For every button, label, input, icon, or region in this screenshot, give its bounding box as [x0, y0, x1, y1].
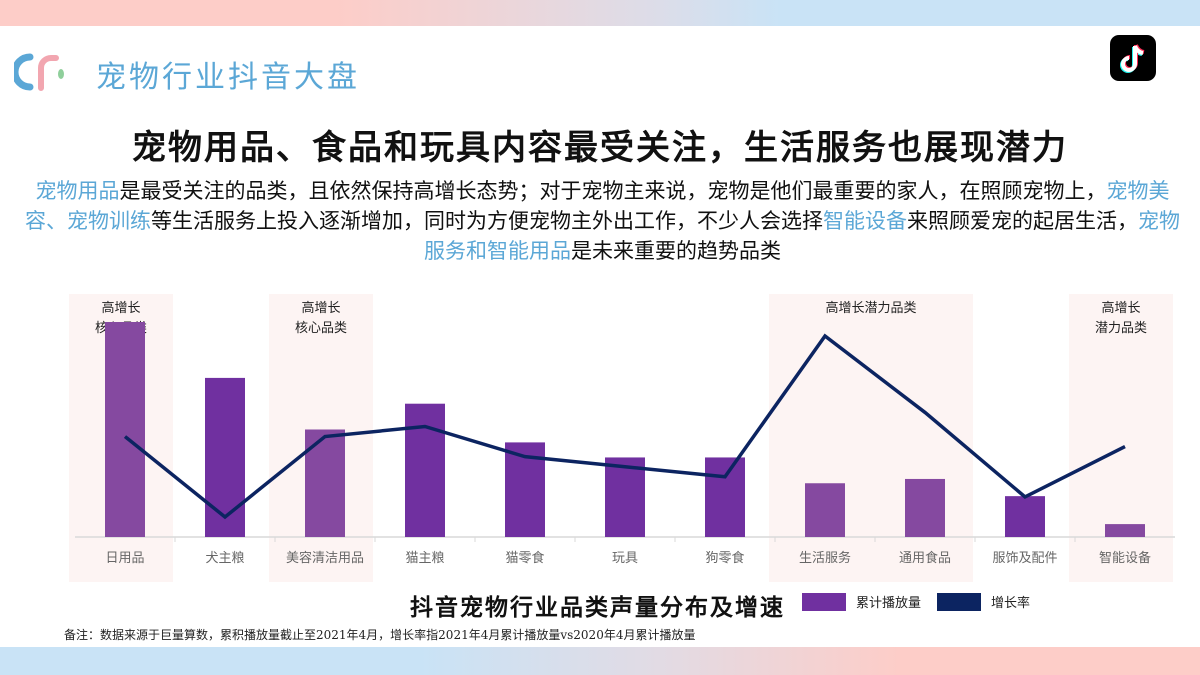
chart-legend: 累计播放量 增长率 [802, 592, 1046, 611]
summary-highlight: 智能设备 [823, 209, 907, 233]
x-tick-label: 服饰及配件 [992, 551, 1057, 566]
x-tick-label: 智能设备 [1099, 550, 1151, 566]
legend-swatch-bar [802, 592, 846, 611]
legend-item-line: 增长率 [937, 592, 1030, 611]
page-header-title: 宠物行业抖音大盘 [96, 60, 360, 95]
band-label: 核心品类 [295, 321, 347, 336]
footnote: 备注：数据来源于巨量算数，累积播放量截止至2021年4月，增长率指2021年4月… [64, 628, 696, 642]
legend-label: 累计播放量 [856, 596, 922, 611]
summary-highlight: 宠物用品 [35, 179, 120, 203]
legend-label: 增长率 [991, 596, 1031, 611]
summary-paragraph: 宠物用品是最受关注的品类，且依然保持高增长态势；对于宠物主来说，宠物是他们最重要… [20, 176, 1185, 266]
summary-highlight: 宠物美容、宠物训练 [25, 179, 1170, 233]
legend-item-bar: 累计播放量 [802, 592, 921, 611]
x-tick-label: 生活服务 [799, 550, 851, 566]
summary-text: 是最受关注的品类，且依然保持高增长态势；对于宠物主来说，宠物是他们最重要的家人，… [119, 179, 1107, 203]
bar [705, 457, 745, 537]
x-tick-label: 犬主粮 [205, 551, 244, 566]
summary-text: 等生活服务上投入逐渐增加，同时为方便宠物主外出工作，不少人会选择 [151, 209, 823, 233]
x-tick-label: 美容清洁用品 [286, 550, 364, 566]
bar [805, 483, 845, 537]
summary-highlight: 宠物服务和智能用品 [424, 209, 1180, 263]
headline: 宠物用品、食品和玩具内容最受关注，生活服务也展现潜力 [132, 128, 1068, 168]
top-gradient-band [0, 0, 1200, 26]
summary-text: 是未来重要的趋势品类 [571, 239, 781, 263]
x-tick-label: 猫主粮 [405, 551, 444, 566]
band-label: 潜力品类 [1095, 321, 1147, 336]
bar [405, 403, 445, 537]
combo-chart: 高增长核心品类高增长核心品类高增长潜力品类高增长潜力品类日用品犬主粮美容清洁用品… [69, 294, 1175, 582]
x-tick-label: 猫零食 [505, 550, 544, 566]
summary-text: 来照顾爱宠的起居生活， [907, 209, 1138, 233]
band-label: 高增长 [101, 300, 140, 316]
bar [605, 457, 645, 537]
x-tick-label: 日用品 [105, 551, 144, 566]
bar [205, 377, 245, 537]
bar [905, 478, 945, 537]
bar [1105, 524, 1145, 537]
growth-line [123, 333, 1126, 520]
highlight-band [1069, 294, 1173, 582]
cr-logo-icon [14, 53, 64, 91]
x-tick-label: 玩具 [612, 551, 638, 566]
chart-title: 抖音宠物行业品类声量分布及增速 [410, 594, 785, 621]
bar [1005, 496, 1045, 537]
highlight-band [769, 294, 973, 582]
x-tick-label: 狗零食 [705, 550, 744, 566]
band-label: 高增长潜力品类 [825, 300, 916, 316]
tiktok-icon [1110, 35, 1156, 81]
x-tick-label: 通用食品 [899, 550, 951, 566]
band-label: 高增长 [1101, 300, 1140, 316]
legend-swatch-line [937, 592, 982, 611]
bottom-gradient-band [0, 647, 1200, 675]
band-label: 高增长 [301, 300, 340, 316]
bar [105, 322, 145, 537]
